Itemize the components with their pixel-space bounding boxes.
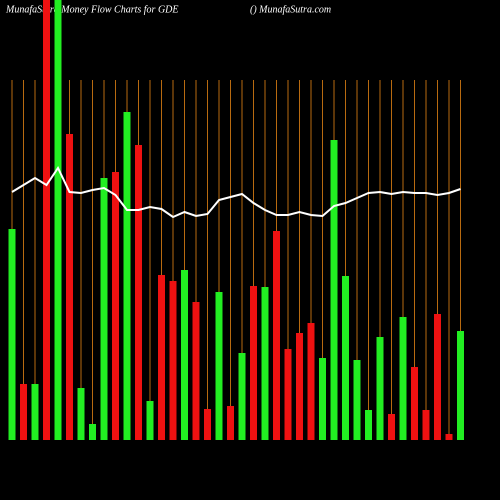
bar (54, 0, 62, 440)
bar (146, 401, 154, 440)
bar (43, 0, 50, 440)
bar (261, 287, 269, 440)
bar (434, 314, 441, 440)
bar (342, 276, 349, 440)
bar (100, 178, 108, 440)
bar (215, 292, 223, 440)
bar (31, 384, 39, 440)
bar (135, 145, 142, 440)
bar (169, 281, 177, 440)
bar (319, 358, 326, 440)
bar (204, 409, 211, 440)
bar (238, 353, 246, 440)
money-flow-line (11, 165, 461, 219)
bar (8, 229, 16, 440)
bar (365, 410, 372, 440)
bar (399, 317, 407, 440)
bar (66, 134, 73, 440)
bar (250, 286, 257, 440)
chart-subtitle: () MunafaSutra.com (250, 4, 331, 15)
chart-title: MunafaSutra Money Flow Charts for GDE (5, 4, 179, 15)
bar (89, 424, 96, 440)
bar (445, 434, 453, 440)
bar (353, 360, 361, 440)
bar (181, 270, 188, 440)
bar (388, 414, 395, 440)
bar (330, 140, 338, 440)
bar (158, 275, 165, 440)
bar (376, 337, 384, 440)
bar (296, 333, 303, 440)
bar (77, 388, 85, 440)
bar (112, 172, 119, 440)
bar (227, 406, 234, 440)
bar (273, 231, 280, 440)
bar (123, 112, 131, 440)
bar (20, 384, 27, 440)
bar (457, 331, 464, 440)
bar (307, 323, 315, 440)
bar (411, 367, 418, 440)
bar (422, 410, 430, 440)
bar (284, 349, 292, 440)
bar (192, 302, 200, 440)
